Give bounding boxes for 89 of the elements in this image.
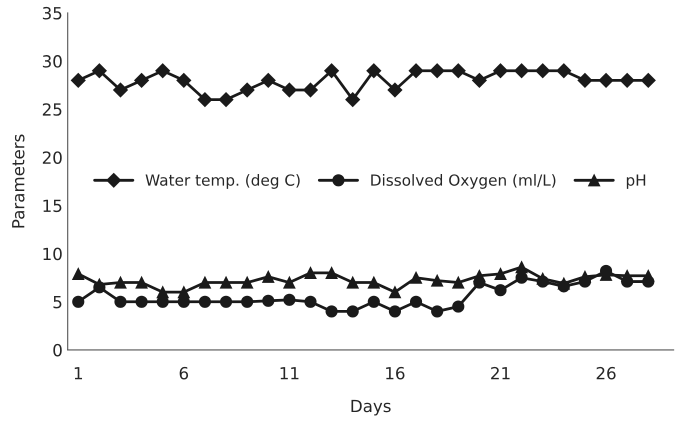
point: [366, 63, 382, 78]
point: [536, 272, 549, 285]
point: [198, 92, 212, 107]
point: [452, 276, 464, 289]
x-tick-label: 26: [596, 366, 616, 380]
point: [408, 63, 424, 78]
point: [494, 284, 507, 296]
point: [388, 82, 402, 98]
point: [283, 276, 296, 289]
point: [368, 276, 380, 289]
y-tick-label: 0: [53, 344, 62, 356]
point: [494, 268, 507, 280]
point: [368, 296, 380, 308]
point: [640, 72, 656, 88]
point: [516, 261, 528, 274]
point: [558, 277, 570, 290]
point: [70, 72, 86, 88]
point: [388, 305, 402, 318]
point: [303, 82, 318, 98]
point: [514, 63, 530, 78]
y-tick-label: 25: [42, 103, 62, 116]
x-tick-label: 21: [491, 366, 510, 380]
legend-label: Water temp. (deg C): [146, 174, 300, 189]
point: [598, 72, 614, 88]
point: [136, 276, 148, 289]
point: [114, 276, 127, 289]
point: [326, 266, 338, 279]
point: [326, 305, 338, 318]
point: [410, 296, 422, 308]
point: [156, 286, 169, 298]
point: [155, 63, 170, 78]
point: [410, 272, 422, 284]
x-tick-label: 11: [280, 367, 298, 380]
point: [516, 272, 528, 284]
point: [220, 296, 232, 308]
point: [114, 296, 127, 308]
point: [304, 296, 317, 308]
y-axis-title: Parameters: [12, 134, 25, 228]
point: [450, 63, 466, 78]
point: [304, 266, 317, 279]
point: [473, 270, 486, 282]
x-axis-title: Days: [351, 400, 391, 416]
y-tick-label: 30: [42, 55, 62, 68]
point: [346, 305, 359, 318]
point: [176, 72, 192, 88]
point: [620, 72, 635, 88]
point: [220, 276, 232, 289]
point: [282, 82, 297, 98]
point: [430, 63, 445, 78]
y-tick-label: 10: [43, 248, 62, 260]
point: [113, 82, 128, 98]
point: [218, 92, 234, 107]
point: [388, 286, 402, 298]
point: [578, 72, 592, 88]
point: [241, 276, 254, 289]
point: [92, 63, 107, 78]
legend-label: Dissolved Oxygen (ml/L): [371, 174, 556, 189]
y-tick-label: 35: [42, 6, 62, 20]
point: [178, 286, 190, 298]
point: [556, 63, 572, 78]
point: [346, 276, 359, 289]
point: [72, 296, 84, 308]
point: [535, 63, 550, 78]
x-tick-label: 6: [180, 366, 188, 380]
point: [260, 72, 276, 88]
y-tick-label: 20: [42, 151, 62, 164]
point: [262, 294, 274, 307]
point: [136, 296, 148, 308]
point: [72, 268, 84, 280]
point: [345, 92, 360, 107]
y-tick-label: 15: [43, 200, 62, 212]
point: [241, 296, 254, 308]
point: [324, 63, 339, 78]
point: [93, 278, 106, 291]
point: [452, 300, 464, 313]
point: [431, 274, 444, 287]
point: [283, 294, 296, 306]
legend-label: pH: [626, 174, 646, 189]
point: [472, 72, 487, 88]
point: [240, 82, 255, 98]
point: [198, 276, 212, 289]
point: [431, 305, 444, 318]
y-tick-label: 5: [54, 296, 62, 308]
point: [134, 72, 149, 88]
point: [262, 270, 274, 283]
point: [493, 63, 508, 78]
x-tick-label: 16: [386, 366, 404, 380]
point: [198, 296, 212, 308]
x-tick-label: 1: [74, 367, 82, 380]
